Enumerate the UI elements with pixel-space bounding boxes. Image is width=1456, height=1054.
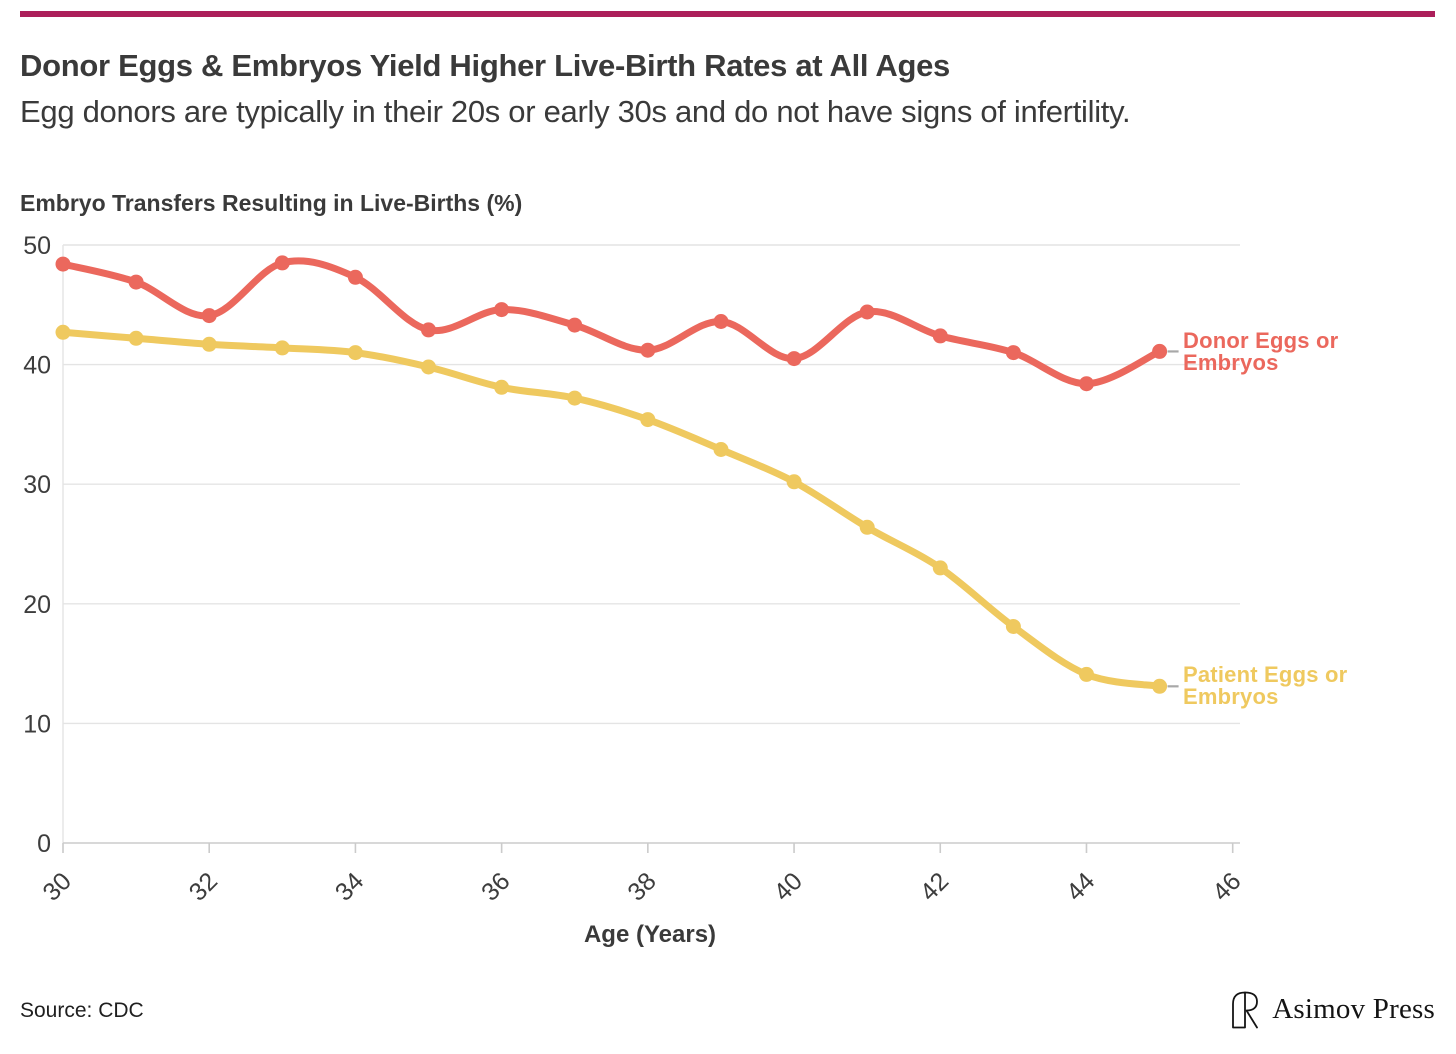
svg-text:20: 20 (23, 591, 51, 619)
svg-text:10: 10 (23, 710, 51, 738)
accent-bar (20, 11, 1435, 17)
svg-text:30: 30 (23, 471, 51, 499)
svg-text:50: 50 (23, 232, 51, 260)
x-tick-labels: 30 32 34 36 38 40 42 44 46 (37, 867, 1246, 907)
series-line-patient (59, 328, 1164, 690)
source-text: Source: CDC (20, 999, 144, 1022)
legend-donor-label: Donor Eggs or Embryos (1183, 328, 1339, 375)
svg-text:46: 46 (1207, 867, 1246, 906)
x-axis-ticks (62, 843, 1234, 853)
svg-text:34: 34 (330, 867, 370, 907)
brand-name: Asimov Press (1272, 992, 1435, 1025)
svg-text:36: 36 (476, 867, 515, 906)
svg-text:0: 0 (37, 830, 51, 858)
brand: Asimov Press (1228, 988, 1435, 1030)
svg-text:44: 44 (1061, 867, 1101, 907)
series-markers-patient (55, 324, 1168, 694)
svg-text:40: 40 (768, 867, 807, 906)
x-axis-label: Age (Years) (583, 921, 717, 948)
svg-text:38: 38 (622, 867, 661, 906)
chart-title: Embryo Transfers Resulting in Live-Birth… (20, 190, 523, 216)
y-tick-labels: 0 10 20 30 40 50 (23, 232, 51, 858)
svg-text:40: 40 (23, 352, 51, 380)
page-title: Donor Eggs & Embryos Yield Higher Live-B… (20, 48, 950, 83)
y-gridlines (63, 244, 1240, 725)
legend-patient-label: Patient Eggs or Embryos (1183, 662, 1348, 709)
svg-text:32: 32 (184, 867, 223, 906)
svg-text:30: 30 (37, 867, 76, 906)
series-markers-donor (55, 255, 1168, 392)
page-subtitle: Egg donors are typically in their 20s or… (20, 94, 1131, 129)
series-line-donor (59, 257, 1164, 388)
asimov-press-logo-icon (1228, 988, 1262, 1030)
svg-text:42: 42 (915, 867, 954, 906)
